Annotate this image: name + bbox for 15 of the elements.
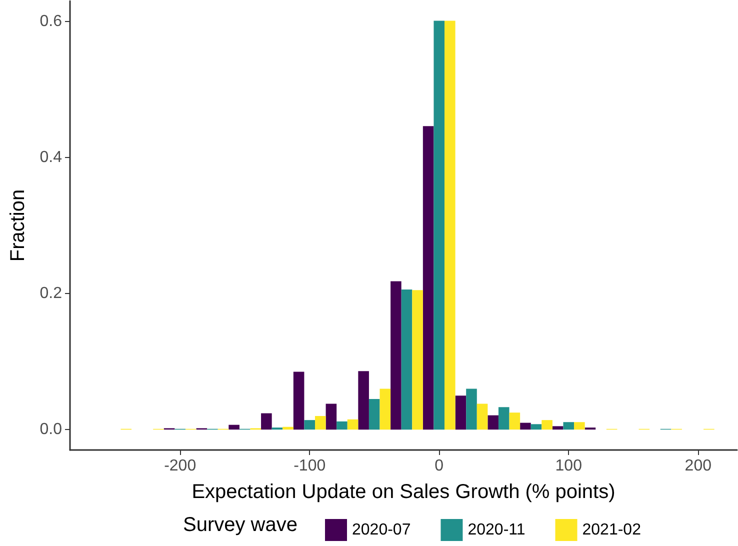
legend-label: 2020-07 bbox=[352, 522, 411, 538]
y-tick-label: 0.0 bbox=[40, 421, 62, 438]
y-tick-label: 0.6 bbox=[40, 12, 62, 30]
legend-title: Survey wave bbox=[183, 514, 298, 536]
x-tick-label: 200 bbox=[684, 458, 712, 474]
y-tick-label: 0.2 bbox=[40, 285, 62, 302]
legend-label: 2020-11 bbox=[468, 522, 526, 538]
x-tick-label: 100 bbox=[555, 458, 582, 474]
y-tick-label: 0.4 bbox=[40, 148, 62, 166]
x-tick-label: -200 bbox=[164, 458, 196, 474]
y-axis-title: Fraction bbox=[7, 189, 29, 262]
legend-label: 2021-02 bbox=[582, 522, 642, 538]
x-axis-title: Expectation Update on Sales Growth (% points) bbox=[192, 481, 616, 503]
x-tick-label: -100 bbox=[294, 458, 326, 474]
x-tick-label: 0 bbox=[434, 458, 444, 474]
